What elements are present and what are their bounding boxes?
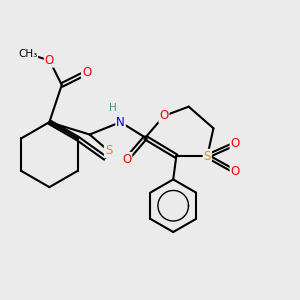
Text: S: S bbox=[204, 150, 211, 163]
Text: O: O bbox=[82, 66, 91, 79]
Text: O: O bbox=[230, 137, 240, 150]
Text: N: N bbox=[116, 116, 125, 129]
Text: H: H bbox=[109, 103, 117, 113]
Text: O: O bbox=[159, 110, 169, 122]
Text: CH₃: CH₃ bbox=[18, 49, 37, 59]
Text: O: O bbox=[230, 165, 240, 178]
Text: O: O bbox=[122, 153, 131, 166]
Text: O: O bbox=[45, 54, 54, 67]
Text: S: S bbox=[105, 144, 112, 157]
